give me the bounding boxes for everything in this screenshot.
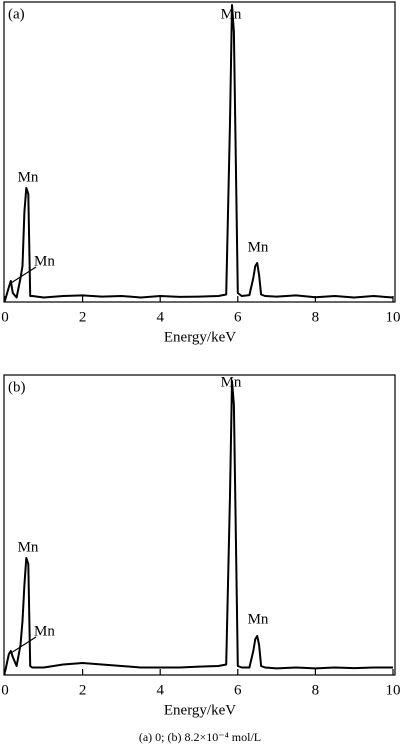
caption: (a) 0; (b) 8.2×10⁻⁴ mol/L (139, 730, 261, 744)
x-tick-label: 6 (234, 682, 242, 698)
x-tick-label: 0 (1, 682, 9, 698)
spectrum-line (4, 380, 393, 673)
x-tick-label: 10 (386, 309, 400, 325)
annotation-leader (10, 266, 37, 284)
x-tick-label: 8 (312, 309, 320, 325)
peak-annotation: Mn (34, 253, 55, 269)
x-tick-label: 4 (156, 682, 164, 698)
peak-annotation: Mn (34, 623, 55, 639)
peak-annotation: Mn (18, 169, 39, 185)
x-tick-label: 6 (234, 309, 242, 325)
spectrum-line (4, 4, 394, 301)
peak-annotation: Mn (248, 611, 269, 627)
panel-label: (a) (8, 6, 25, 22)
peak-annotation: Mn (221, 374, 242, 390)
x-tick-label: 0 (1, 309, 9, 325)
peak-annotation: Mn (221, 6, 242, 22)
x-axis-label: Energy/keV (164, 329, 236, 345)
plot-frame (3, 1, 396, 303)
x-tick-label: 4 (156, 309, 164, 325)
peak-annotation: Mn (248, 239, 269, 255)
plot-frame (3, 374, 396, 676)
x-tick-label: 8 (312, 682, 320, 698)
x-axis-label: Energy/keV (164, 702, 236, 718)
x-tick-label: 2 (79, 682, 87, 698)
x-tick-label: 2 (79, 309, 87, 325)
panel-label: (b) (8, 379, 26, 395)
peak-annotation: Mn (18, 539, 39, 555)
x-tick-label: 10 (386, 682, 400, 698)
annotation-leader (10, 636, 37, 654)
